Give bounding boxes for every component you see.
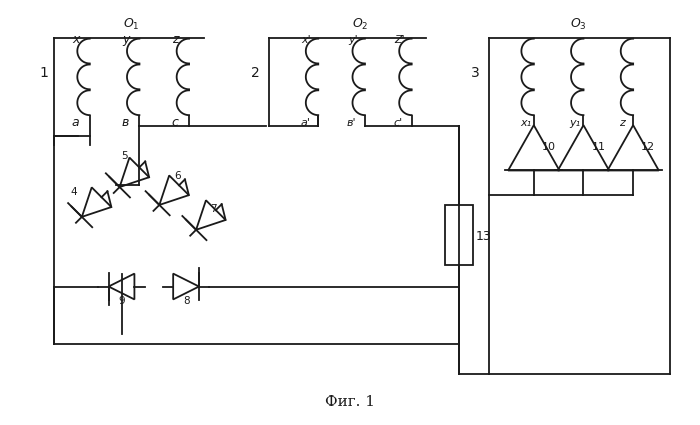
Text: в': в': [347, 118, 356, 128]
Text: Z': Z': [395, 35, 405, 45]
Text: 12: 12: [641, 142, 655, 153]
Text: 5: 5: [121, 151, 128, 162]
Text: в: в: [122, 116, 129, 129]
Bar: [445, 205, 473, 265]
Text: $O_1$: $O_1$: [123, 17, 140, 32]
Text: z: z: [172, 33, 178, 46]
Text: $O_3$: $O_3$: [570, 17, 587, 32]
Text: a: a: [72, 116, 80, 129]
Text: $O_2$: $O_2$: [351, 17, 368, 32]
Text: y': y': [348, 35, 358, 45]
Text: 9: 9: [118, 296, 125, 306]
Text: z: z: [620, 118, 625, 128]
Text: 13: 13: [475, 230, 491, 243]
Text: a': a': [300, 118, 310, 128]
Text: 1: 1: [39, 66, 48, 80]
Text: c': c': [393, 118, 402, 128]
Text: 10: 10: [542, 142, 556, 153]
Text: 4: 4: [71, 187, 77, 197]
Text: 6: 6: [174, 171, 181, 181]
Text: y₁: y₁: [570, 118, 581, 128]
Text: x₁: x₁: [520, 118, 531, 128]
Text: y: y: [122, 33, 130, 46]
Text: 2: 2: [251, 66, 260, 80]
Text: x': x': [301, 35, 311, 45]
Text: x: x: [73, 33, 80, 46]
Text: 8: 8: [183, 296, 190, 306]
Text: 3: 3: [471, 66, 480, 80]
Text: Фиг. 1: Фиг. 1: [325, 395, 375, 409]
Text: 11: 11: [592, 142, 606, 153]
Text: c: c: [172, 116, 178, 129]
Text: 7: 7: [211, 204, 217, 214]
